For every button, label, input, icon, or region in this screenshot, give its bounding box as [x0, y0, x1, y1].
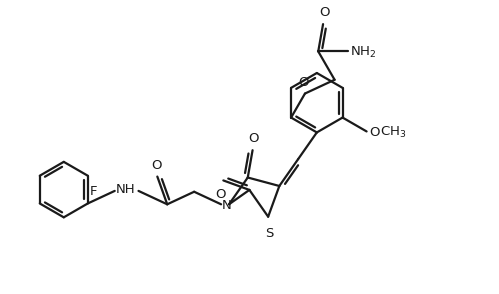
Text: O: O	[249, 132, 259, 145]
Text: O: O	[151, 158, 162, 172]
Text: O: O	[299, 76, 309, 88]
Text: F: F	[90, 185, 97, 198]
Text: NH$_2$: NH$_2$	[350, 45, 376, 60]
Text: O: O	[319, 6, 329, 19]
Text: O: O	[215, 188, 226, 201]
Text: N: N	[222, 199, 232, 212]
Text: O: O	[370, 126, 380, 139]
Text: CH$_3$: CH$_3$	[380, 125, 407, 140]
Text: S: S	[265, 227, 273, 240]
Text: NH: NH	[116, 183, 135, 196]
